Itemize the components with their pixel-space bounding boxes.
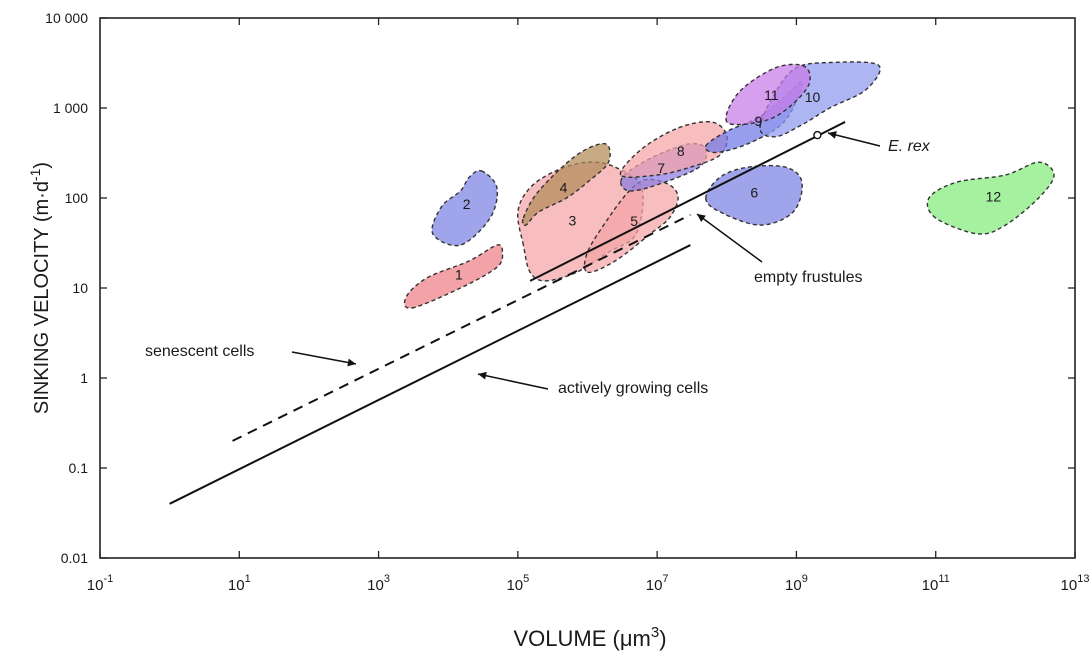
region-label: 11 xyxy=(764,87,779,103)
region-label: 7 xyxy=(657,160,665,176)
regions-layer xyxy=(403,61,1055,309)
region-label: 1 xyxy=(455,266,463,282)
lines-layer xyxy=(169,121,846,505)
x-tick-label: 1011 xyxy=(922,573,950,594)
region-11 xyxy=(725,63,811,126)
x-tick-label: 107 xyxy=(646,573,669,594)
region-12 xyxy=(926,161,1055,235)
region-2 xyxy=(431,169,498,247)
plot-frame xyxy=(99,17,1076,559)
region-9 xyxy=(704,80,803,154)
annotation-arrowhead xyxy=(828,131,837,139)
x-tick-label: 1013 xyxy=(1061,573,1090,594)
annotation-actively-growing: actively growing cells xyxy=(558,380,708,397)
annotation-empty-frustules: empty frustules xyxy=(754,269,862,286)
x-axis-label: VOLUME (μm3) xyxy=(513,624,666,651)
annotation-arrow xyxy=(696,213,763,263)
e-rex-marker xyxy=(813,130,822,140)
annotation-arrowhead xyxy=(697,214,706,222)
annotation-arrowhead xyxy=(478,371,487,380)
region-label: 6 xyxy=(750,185,758,201)
y-tick-label: 100 xyxy=(65,190,89,206)
region-5 xyxy=(583,178,679,274)
y-tick-label: 1 xyxy=(80,370,88,386)
line-senescent xyxy=(232,213,691,442)
y-tick-label: 10 xyxy=(72,280,88,296)
y-tick-label: 10 000 xyxy=(45,10,88,26)
x-tick-label: 109 xyxy=(785,573,808,594)
x-tick-label: 101 xyxy=(228,573,251,594)
line-empty-frustules xyxy=(529,121,846,282)
y-tick-label: 0.1 xyxy=(69,460,89,476)
annotation-arrow xyxy=(827,132,881,147)
markers-layer xyxy=(813,130,822,140)
annotations-layer: senescent cells actively growing cells emp… xyxy=(145,131,931,397)
annotation-senescent: senescent cells xyxy=(145,343,254,360)
annotation-arrow xyxy=(477,373,549,390)
y-tick-label: 0.01 xyxy=(61,550,88,566)
x-tick-label: 10-1 xyxy=(87,573,113,594)
region-label: 2 xyxy=(463,196,471,212)
x-tick-label: 105 xyxy=(506,573,529,594)
y-tick-label: 1 000 xyxy=(53,100,88,116)
region-label: 8 xyxy=(677,143,685,159)
region-8 xyxy=(619,120,728,178)
region-1 xyxy=(403,244,504,309)
region-label: 3 xyxy=(568,212,576,228)
annotation-arrowhead xyxy=(347,358,356,367)
axis-ticks: 10-1 101 103 105 107 109 1011 10130.010.1110100… xyxy=(45,10,1089,594)
line-actively-growing xyxy=(169,244,691,505)
region-label: 10 xyxy=(805,89,821,105)
annotation-arrow xyxy=(291,351,357,365)
annotation-e-rex: E. rex xyxy=(888,138,931,155)
region-label: 9 xyxy=(754,113,762,129)
region-label: 5 xyxy=(630,213,638,229)
region-label: 4 xyxy=(560,179,568,195)
region-4 xyxy=(521,142,611,227)
region-label: 12 xyxy=(986,188,1002,204)
x-tick-label: 103 xyxy=(367,573,390,594)
y-axis-label: SINKING VELOCITY (m·d-1) xyxy=(27,162,53,414)
